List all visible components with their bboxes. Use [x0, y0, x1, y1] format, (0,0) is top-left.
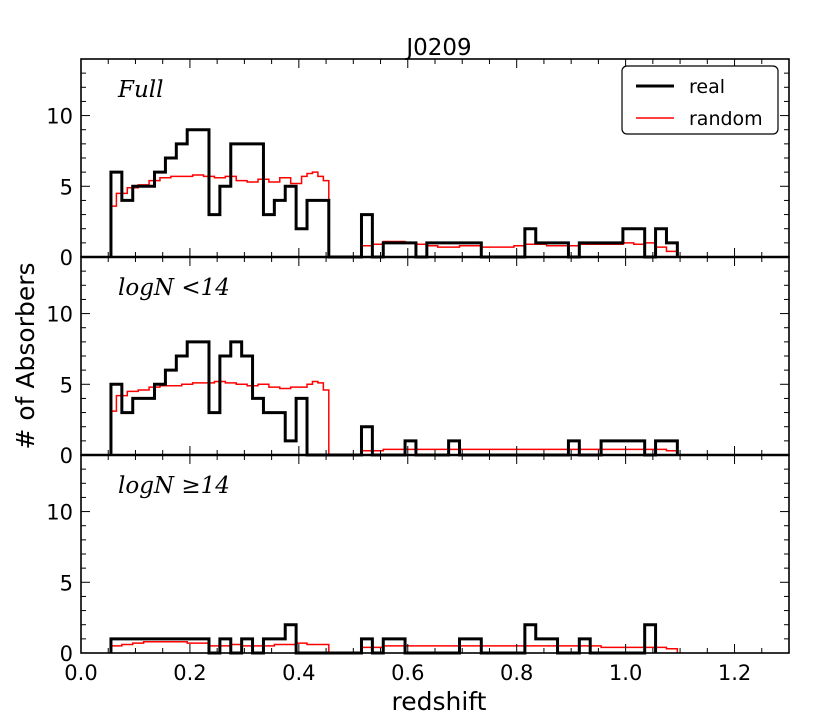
x-tick-label: 1.0 [609, 661, 642, 685]
panels-container: 0 5 10 Full 0 5 10 logN <14 0 5 10 logN ≥14 [46, 58, 790, 666]
y-tick-label: 0 [60, 642, 73, 666]
panel-label: logN <14 [118, 275, 230, 301]
series-real-panel-1 [109, 128, 679, 259]
y-tick-label: 10 [46, 303, 73, 327]
y-tick-label: 10 [46, 105, 73, 129]
x-tick-label: 0.8 [500, 661, 533, 685]
series-real-panel-2 [109, 340, 679, 457]
y-tick-label: 5 [60, 175, 73, 199]
x-tick-labels: 0.0 0.2 0.4 0.6 0.8 1.0 1.2 [64, 661, 751, 685]
y-tick-label: 10 [46, 501, 73, 525]
panel-2: 0 5 10 logN <14 [46, 256, 790, 468]
y-tick-label: 5 [60, 571, 73, 595]
y-tick-label: 0 [60, 444, 73, 468]
x-tick-label: 0.4 [282, 661, 315, 685]
panel-label: Full [117, 77, 163, 103]
x-tick-label: 0.2 [173, 661, 206, 685]
panel-3: 0 5 10 logN ≥14 [46, 454, 790, 666]
x-tick-label: 0.6 [391, 661, 424, 685]
series-random-panel-3 [110, 640, 679, 654]
x-axis-label: redshift [392, 687, 487, 716]
panel-label: logN ≥14 [118, 473, 230, 499]
y-tick-label: 5 [60, 373, 73, 397]
chart-title: J0209 [404, 35, 471, 61]
y-tick-label: 0 [60, 246, 73, 270]
y-axis-label: # of Absorbers [11, 262, 40, 449]
x-tick-label: 0.0 [64, 661, 97, 685]
x-tick-label: 1.2 [718, 661, 751, 685]
series-real-panel-3 [109, 623, 658, 655]
legend-random-label: random [689, 108, 763, 130]
legend: real random [621, 65, 779, 135]
legend-real-label: real [689, 76, 725, 98]
legend-box [621, 65, 779, 135]
series-random-panel-2 [110, 380, 679, 456]
